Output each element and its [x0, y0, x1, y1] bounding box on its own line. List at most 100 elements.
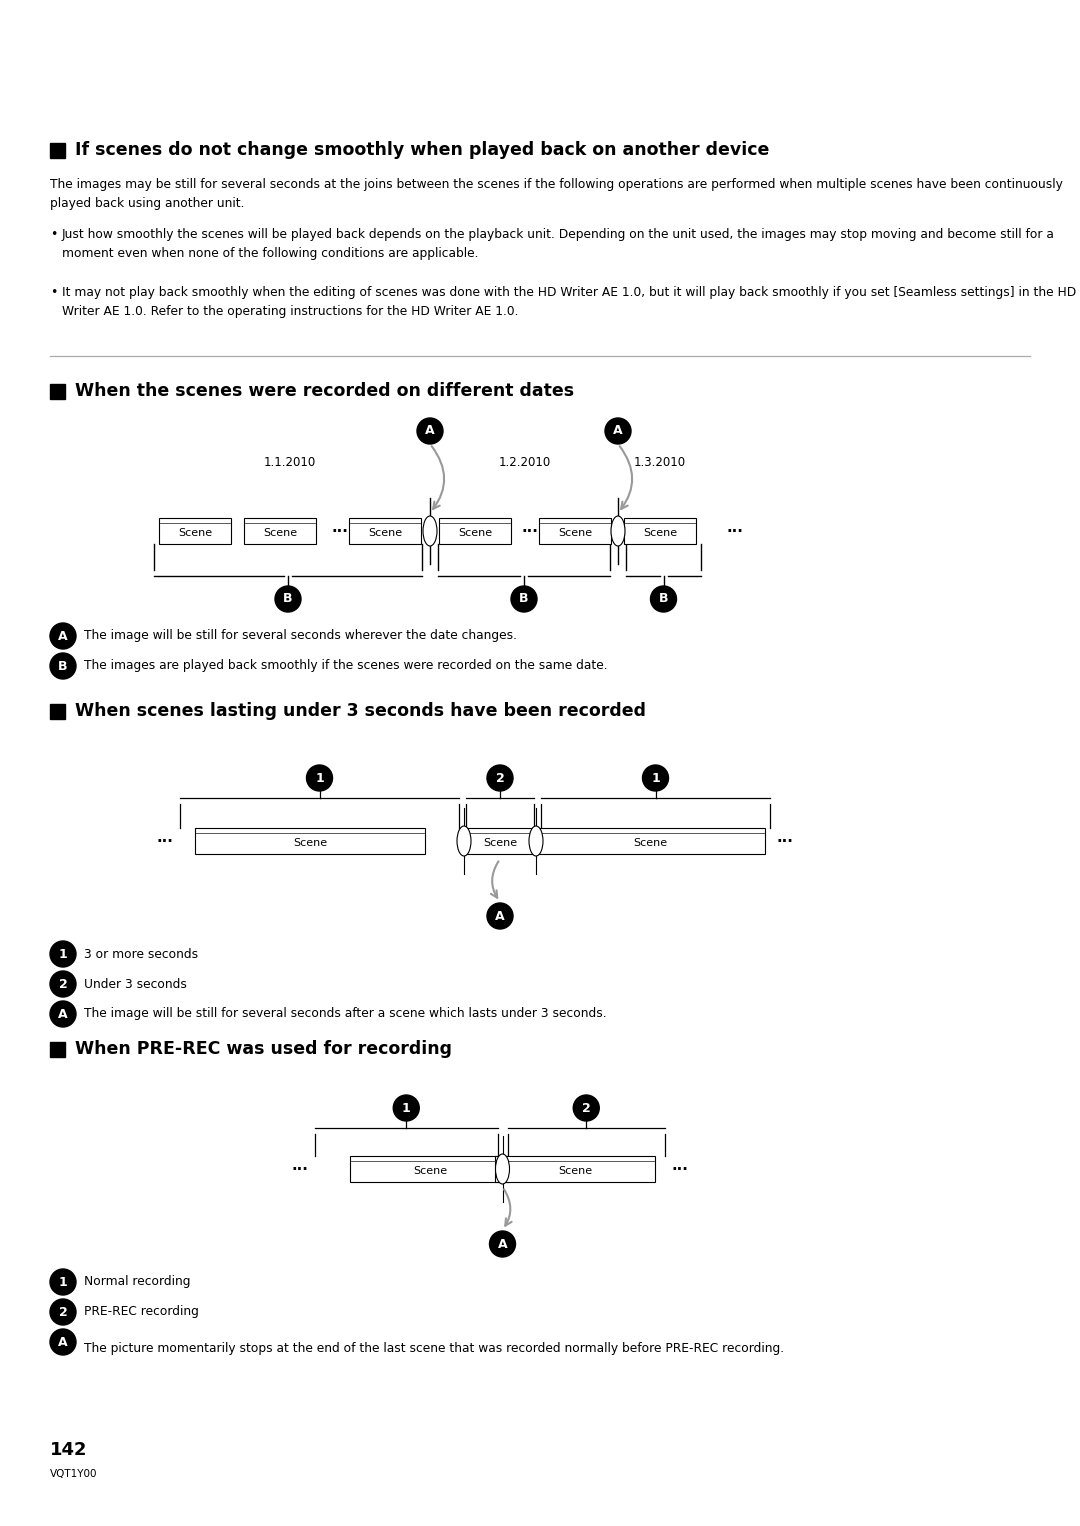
- Text: 1.1.2010: 1.1.2010: [264, 456, 316, 470]
- Bar: [438, 517, 511, 543]
- Text: 1.2.2010: 1.2.2010: [499, 456, 551, 470]
- Bar: [539, 517, 611, 543]
- Text: •: •: [50, 285, 57, 299]
- Text: VQT1Y00: VQT1Y00: [50, 1470, 97, 1479]
- Text: B: B: [659, 592, 669, 606]
- Text: 1: 1: [651, 772, 660, 784]
- Bar: [244, 517, 316, 543]
- FancyArrowPatch shape: [432, 446, 444, 510]
- Text: Scene: Scene: [558, 1166, 592, 1177]
- Text: Scene: Scene: [413, 1166, 447, 1177]
- FancyArrowPatch shape: [620, 446, 632, 510]
- Circle shape: [50, 653, 76, 679]
- Text: Under 3 seconds: Under 3 seconds: [84, 978, 187, 990]
- Text: Scene: Scene: [178, 528, 212, 539]
- Text: B: B: [519, 592, 529, 606]
- Text: Scene: Scene: [483, 838, 517, 848]
- Text: The image will be still for several seconds after a scene which lasts under 3 se: The image will be still for several seco…: [84, 1007, 607, 1021]
- Text: Scene: Scene: [643, 528, 677, 539]
- Text: Scene: Scene: [368, 528, 402, 539]
- Text: •: •: [50, 227, 57, 241]
- Text: Just how smoothly the scenes will be played back depends on the playback unit. D: Just how smoothly the scenes will be pla…: [62, 227, 1055, 259]
- Circle shape: [307, 765, 333, 790]
- Circle shape: [50, 623, 76, 649]
- Ellipse shape: [496, 1154, 510, 1184]
- Text: Scene: Scene: [262, 528, 297, 539]
- Text: 142: 142: [50, 1441, 87, 1459]
- Circle shape: [643, 765, 669, 790]
- Bar: [464, 829, 536, 855]
- Text: A: A: [496, 909, 504, 923]
- Circle shape: [650, 586, 676, 612]
- Text: A: A: [58, 630, 68, 642]
- Bar: [50, 1042, 65, 1056]
- Text: 2: 2: [58, 1306, 67, 1318]
- Bar: [50, 142, 65, 157]
- Text: 2: 2: [582, 1102, 591, 1114]
- Text: A: A: [498, 1238, 508, 1250]
- Text: B: B: [58, 659, 68, 673]
- Ellipse shape: [457, 826, 471, 856]
- Bar: [495, 1157, 654, 1183]
- Text: 1: 1: [58, 1276, 67, 1288]
- Text: The images may be still for several seconds at the joins between the scenes if t: The images may be still for several seco…: [50, 179, 1063, 209]
- Bar: [535, 829, 765, 855]
- Text: Scene: Scene: [558, 528, 592, 539]
- Bar: [350, 1157, 510, 1183]
- Text: 1.3.2010: 1.3.2010: [634, 456, 686, 470]
- Text: 3 or more seconds: 3 or more seconds: [84, 948, 198, 960]
- FancyArrowPatch shape: [504, 1189, 512, 1225]
- Text: Scene: Scene: [458, 528, 492, 539]
- Circle shape: [487, 765, 513, 790]
- Ellipse shape: [529, 826, 543, 856]
- Text: B: B: [283, 592, 293, 606]
- Text: A: A: [426, 424, 435, 438]
- Text: Normal recording: Normal recording: [84, 1276, 190, 1288]
- Text: 1: 1: [58, 948, 67, 960]
- Text: 2: 2: [496, 772, 504, 784]
- Text: Scene: Scene: [293, 838, 327, 848]
- Bar: [50, 383, 65, 398]
- Circle shape: [573, 1096, 599, 1122]
- Text: If scenes do not change smoothly when played back on another device: If scenes do not change smoothly when pl…: [75, 140, 769, 159]
- Circle shape: [50, 1001, 76, 1027]
- Circle shape: [50, 1270, 76, 1296]
- Text: ···: ···: [727, 523, 743, 539]
- Text: When the scenes were recorded on different dates: When the scenes were recorded on differe…: [75, 382, 575, 400]
- Text: Scene: Scene: [633, 838, 667, 848]
- Circle shape: [487, 903, 513, 929]
- Text: When scenes lasting under 3 seconds have been recorded: When scenes lasting under 3 seconds have…: [75, 702, 646, 720]
- Circle shape: [605, 418, 631, 444]
- Circle shape: [50, 942, 76, 967]
- Text: A: A: [58, 1007, 68, 1021]
- Bar: [50, 703, 65, 719]
- Text: ···: ···: [777, 833, 794, 848]
- Text: It may not play back smoothly when the editing of scenes was done with the HD Wr: It may not play back smoothly when the e…: [62, 285, 1077, 317]
- Circle shape: [489, 1231, 515, 1257]
- Circle shape: [511, 586, 537, 612]
- Bar: [349, 517, 421, 543]
- Text: 2: 2: [58, 978, 67, 990]
- Circle shape: [393, 1096, 419, 1122]
- Text: PRE-REC recording: PRE-REC recording: [84, 1306, 199, 1318]
- Ellipse shape: [423, 516, 437, 546]
- Text: ···: ···: [332, 523, 349, 539]
- Bar: [624, 517, 696, 543]
- Text: A: A: [613, 424, 623, 438]
- Circle shape: [50, 1299, 76, 1325]
- FancyArrowPatch shape: [491, 861, 499, 897]
- Bar: [159, 517, 231, 543]
- Text: 1: 1: [315, 772, 324, 784]
- Text: A: A: [58, 1335, 68, 1349]
- Circle shape: [417, 418, 443, 444]
- Text: ···: ···: [522, 523, 539, 539]
- Text: The picture momentarily stops at the end of the last scene that was recorded nor: The picture momentarily stops at the end…: [84, 1341, 784, 1355]
- Text: ···: ···: [157, 833, 174, 848]
- Text: When PRE-REC was used for recording: When PRE-REC was used for recording: [75, 1041, 453, 1058]
- Circle shape: [275, 586, 301, 612]
- Text: ···: ···: [672, 1161, 688, 1177]
- Circle shape: [50, 971, 76, 996]
- Text: The images are played back smoothly if the scenes were recorded on the same date: The images are played back smoothly if t…: [84, 659, 608, 673]
- Circle shape: [50, 1329, 76, 1355]
- Ellipse shape: [611, 516, 625, 546]
